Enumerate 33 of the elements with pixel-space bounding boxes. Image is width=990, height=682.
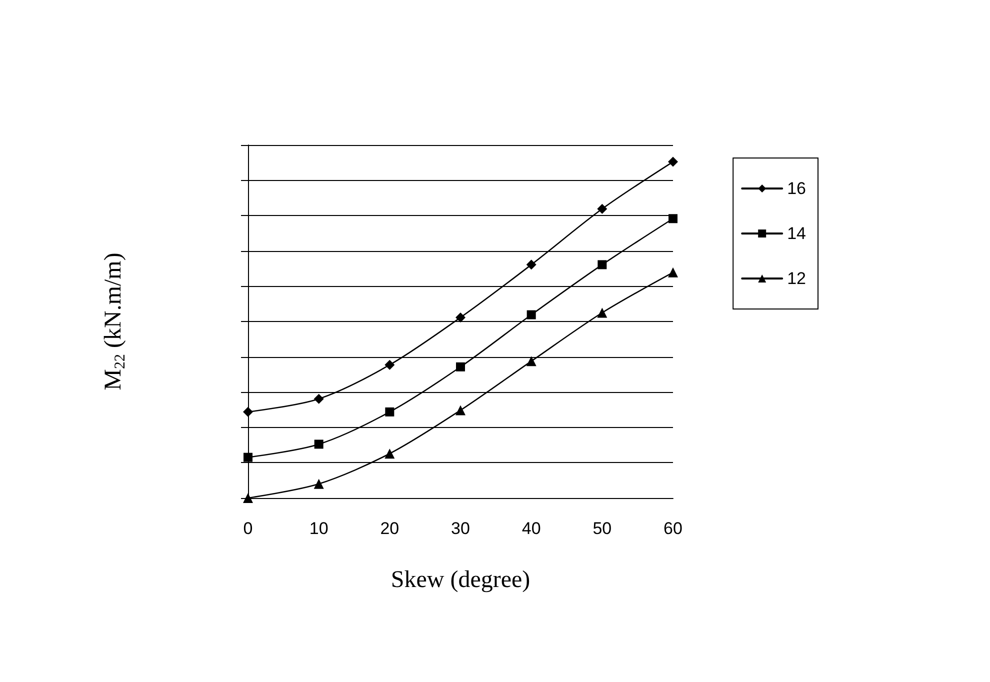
point bbox=[668, 267, 678, 278]
point bbox=[243, 406, 253, 417]
point bbox=[526, 260, 536, 270]
point bbox=[526, 310, 536, 320]
x-axis-title: Skew (degree) bbox=[390, 567, 530, 593]
point bbox=[385, 407, 394, 416]
point bbox=[668, 156, 678, 167]
legend-label: 12 bbox=[787, 269, 806, 288]
point bbox=[244, 452, 252, 462]
point bbox=[456, 362, 465, 372]
legend-label: 16 bbox=[787, 179, 806, 198]
point bbox=[456, 312, 466, 322]
x-tick-label: 10 bbox=[309, 519, 328, 538]
x-tick-label: 60 bbox=[664, 519, 682, 538]
point bbox=[314, 394, 324, 404]
point bbox=[314, 478, 324, 489]
x-tick-label: 30 bbox=[451, 519, 470, 538]
point bbox=[597, 204, 608, 214]
point bbox=[384, 360, 395, 370]
point bbox=[526, 356, 536, 366]
point bbox=[456, 405, 466, 416]
x-tick-label: 40 bbox=[522, 519, 541, 538]
x-tick-label: 50 bbox=[592, 519, 612, 538]
point bbox=[243, 493, 253, 503]
point bbox=[598, 260, 607, 270]
point bbox=[314, 440, 324, 449]
x-tick-label: 20 bbox=[380, 519, 400, 538]
point bbox=[597, 308, 608, 318]
legend-label: 14 bbox=[787, 224, 806, 243]
x-tick-label: 0 bbox=[243, 519, 253, 538]
point bbox=[668, 214, 678, 224]
y-axis-title: M22 (kN.m/m) bbox=[100, 252, 128, 390]
point bbox=[384, 448, 395, 459]
